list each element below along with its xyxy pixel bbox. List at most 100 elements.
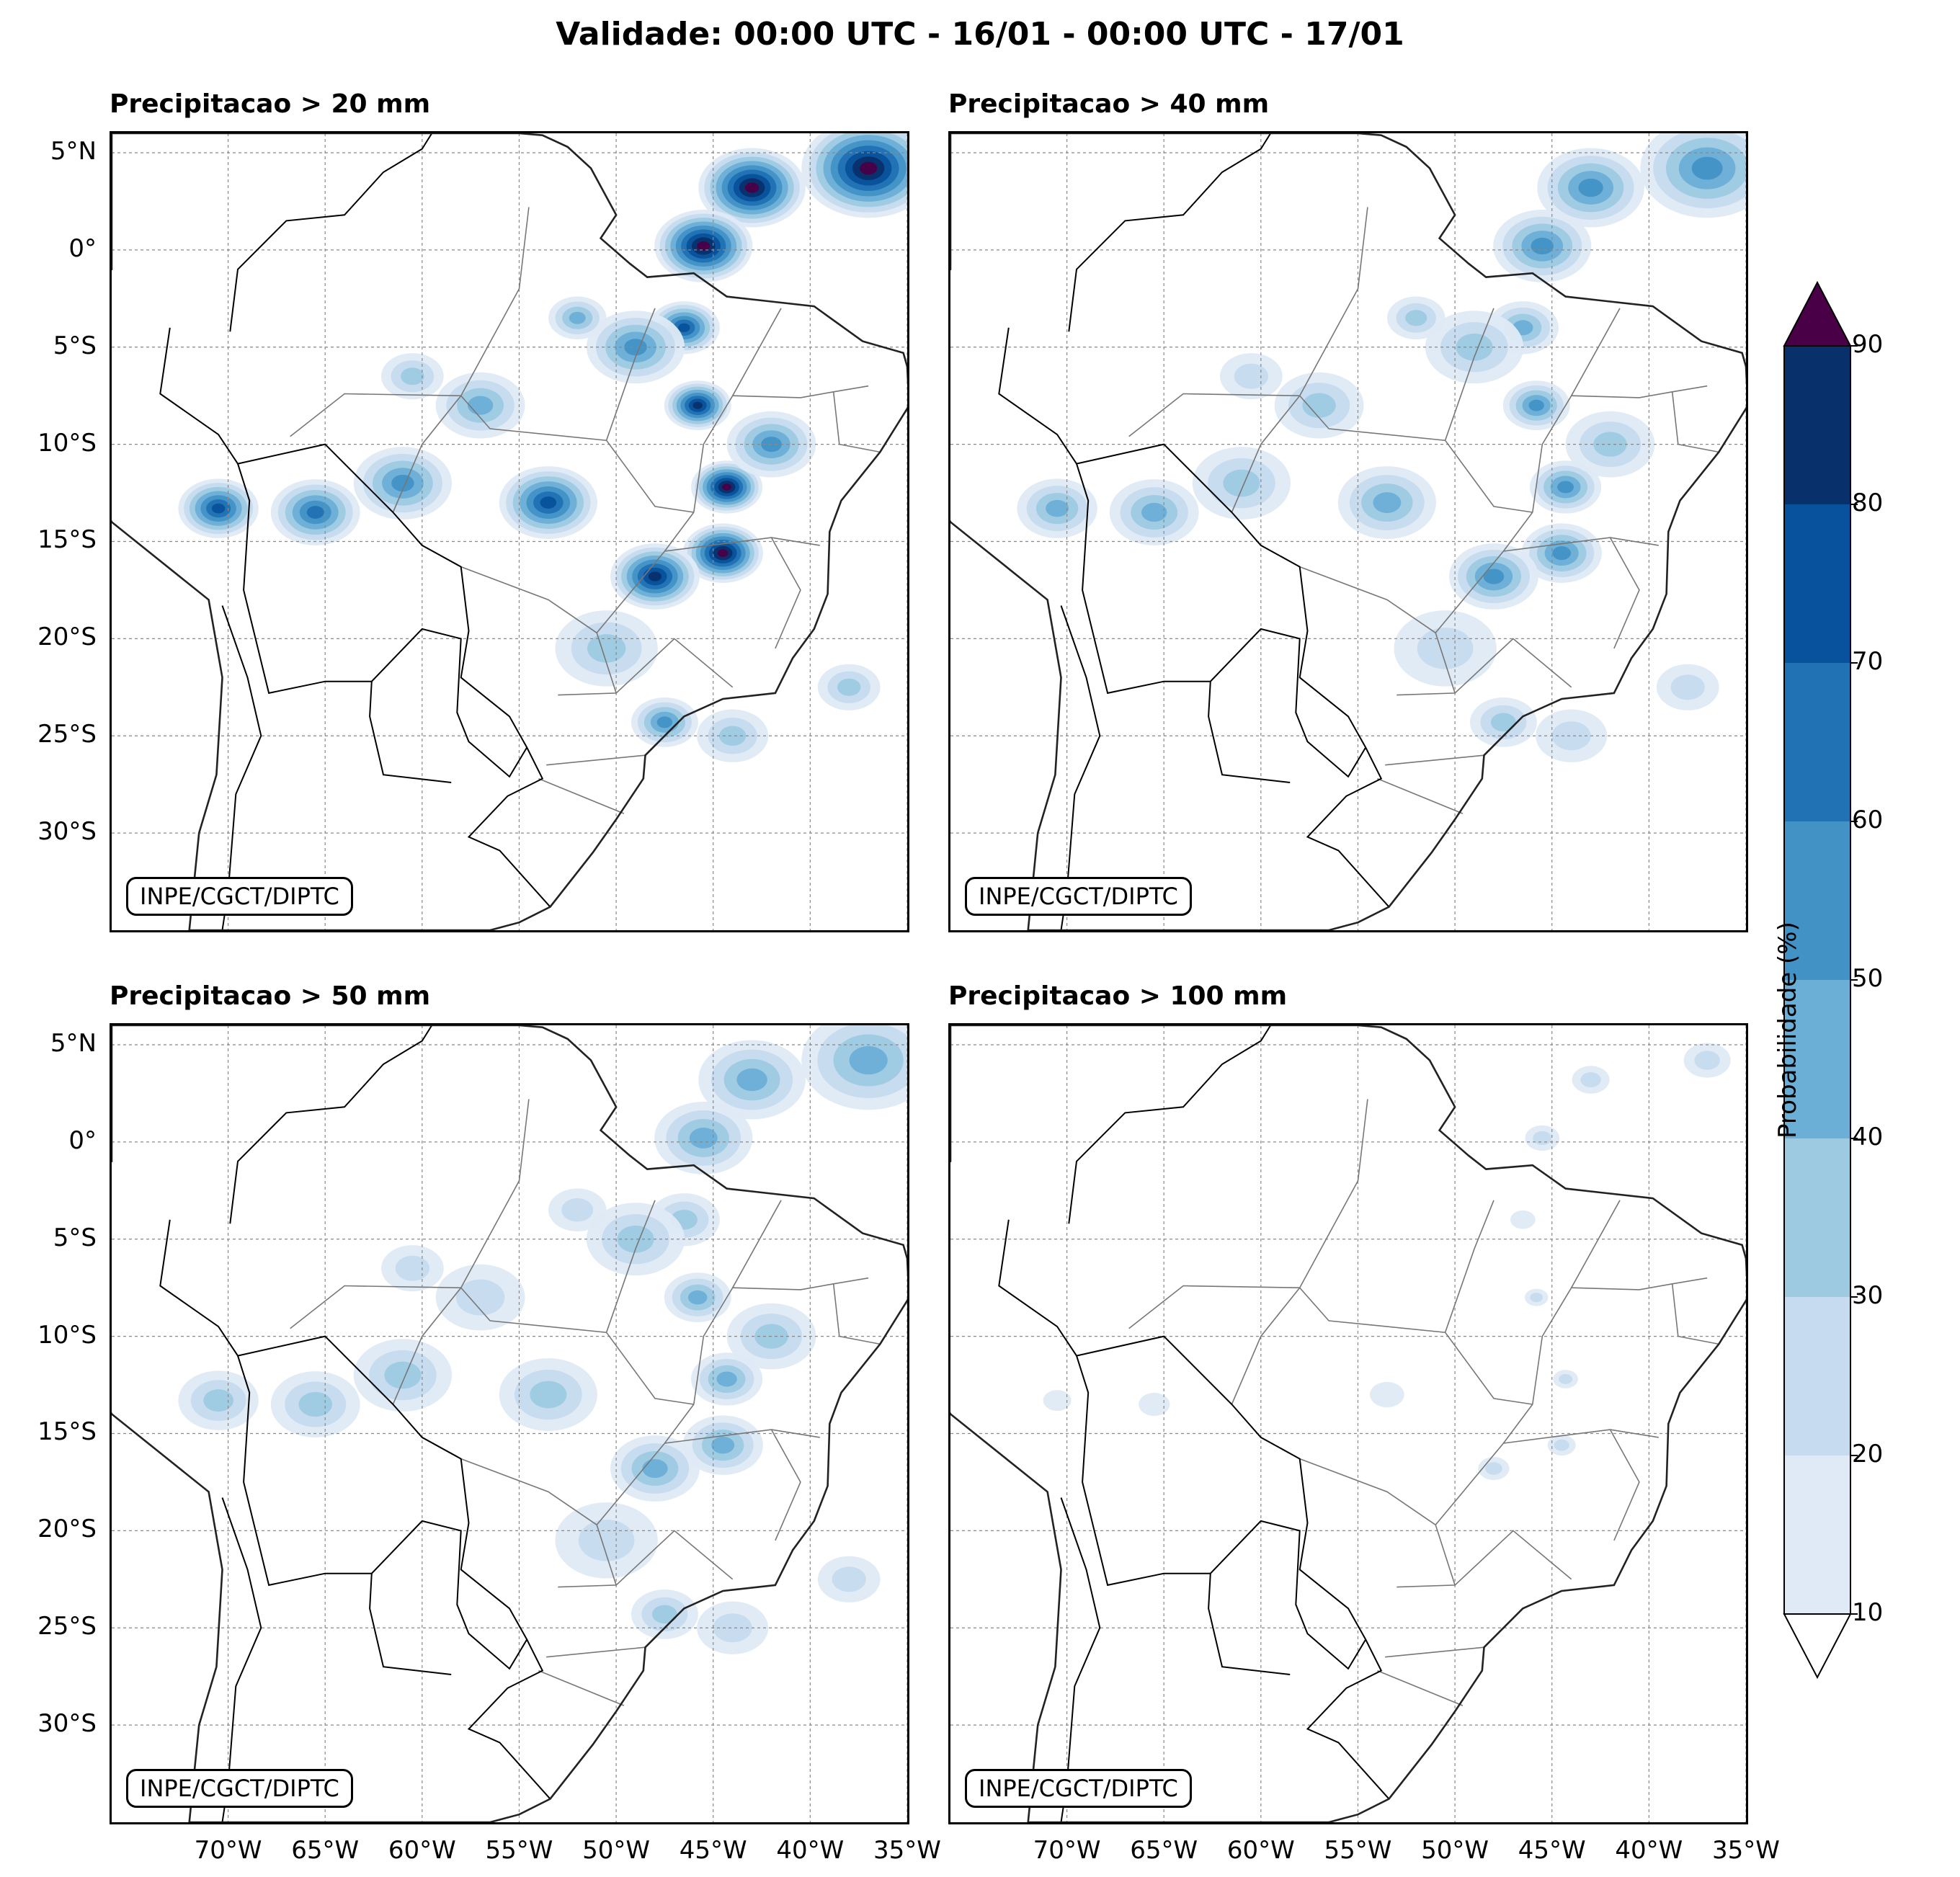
precip-contour <box>689 1128 718 1149</box>
lon-tick-label: 60°W <box>1226 1836 1295 1865</box>
lat-tick-label: 30°S <box>37 1709 97 1739</box>
map-canvas <box>112 1025 907 1822</box>
precip-contour <box>722 483 732 491</box>
precip-contour <box>692 401 703 409</box>
panel-title-40mm: Precipitacao > 40 mm <box>948 89 1270 119</box>
lat-tick-label: 15°S <box>37 1417 97 1447</box>
coastline <box>112 133 907 930</box>
precip-field <box>1017 133 1746 762</box>
precip-contour <box>298 1391 332 1417</box>
lat-tick-label: 0° <box>68 233 97 263</box>
precip-contour <box>1578 178 1603 197</box>
precip-field <box>178 1025 907 1654</box>
precip-contour <box>719 726 747 746</box>
colorbar-tick-label: 50 <box>1852 964 1884 993</box>
lat-tick-label: 20°S <box>37 623 97 652</box>
gridlines <box>112 1025 907 1822</box>
colorbar-tick-label: 10 <box>1852 1598 1884 1627</box>
lat-tick-label: 15°S <box>37 525 97 555</box>
precip-contour <box>1533 1131 1552 1146</box>
precip-contour <box>1483 569 1505 584</box>
lat-tick-label: 10°S <box>37 428 97 458</box>
state-borders <box>1128 207 1719 814</box>
precip-contour <box>697 241 710 251</box>
colorbar-segment <box>1784 1297 1850 1455</box>
lat-tick-label: 0° <box>68 1125 97 1155</box>
coastline <box>950 1025 1746 1822</box>
precip-contour <box>837 678 861 696</box>
precip-contour <box>1557 481 1574 494</box>
precip-contour <box>716 1371 737 1387</box>
colorbar-tick-label: 20 <box>1852 1440 1884 1468</box>
precip-contour <box>1531 237 1554 255</box>
credit-badge: INPE/CGCT/DIPTC <box>965 877 1192 916</box>
precip-contour <box>211 503 226 514</box>
lat-tick-label: 5°N <box>50 136 97 166</box>
map-canvas <box>112 133 907 930</box>
colorbar-tick-label: 80 <box>1852 489 1884 517</box>
credit-badge: INPE/CGCT/DIPTC <box>965 1769 1192 1808</box>
precip-contour <box>832 1566 866 1592</box>
precip-contour <box>1485 1462 1502 1475</box>
precip-contour <box>1302 393 1336 418</box>
precip-contour <box>1141 502 1167 522</box>
precip-contour <box>1223 469 1260 497</box>
precip-contour <box>1694 1051 1720 1070</box>
precip-contour <box>203 1389 233 1412</box>
precip-contour <box>711 1436 735 1454</box>
precip-contour <box>391 474 414 492</box>
lat-tick-label: 25°S <box>37 1612 97 1641</box>
precip-contour <box>395 1255 430 1281</box>
precip-contour <box>384 1361 422 1389</box>
precip-contour <box>1139 1392 1170 1417</box>
panel-title-50mm: Precipitacao > 50 mm <box>110 981 431 1011</box>
panel-title-20mm: Precipitacao > 20 mm <box>110 89 431 119</box>
precip-contour <box>1554 1439 1569 1451</box>
map-panel-20mm: INPE/CGCT/DIPTC <box>110 131 909 932</box>
credit-badge: INPE/CGCT/DIPTC <box>126 877 353 916</box>
lon-tick-label: 65°W <box>1130 1836 1198 1865</box>
lat-tick-label: 5°S <box>53 331 97 360</box>
lon-tick-label: 50°W <box>582 1836 651 1865</box>
precip-contour <box>678 323 690 332</box>
precip-field <box>1043 1043 1731 1481</box>
precip-contour <box>1551 721 1591 751</box>
precip-contour <box>578 1520 635 1561</box>
state-borders <box>290 1099 881 1706</box>
precip-contour <box>1559 1373 1573 1384</box>
colorbar-segment <box>1784 663 1850 821</box>
colorbar-segment <box>1784 821 1850 980</box>
country-borders <box>998 133 1390 930</box>
lat-tick-label: 20°S <box>37 1515 97 1544</box>
precip-contour <box>1043 1390 1072 1412</box>
precip-contour <box>1510 1210 1536 1229</box>
gridlines <box>112 133 907 930</box>
colorbar-segment <box>1784 346 1850 504</box>
precip-contour <box>1370 1381 1404 1408</box>
state-borders <box>1128 1099 1719 1706</box>
lat-tick-label: 10°S <box>37 1320 97 1350</box>
colorbar-graphic <box>1783 280 1858 1680</box>
precip-contour <box>306 506 324 519</box>
lon-tick-label: 60°W <box>388 1836 456 1865</box>
colorbar-tick-label: 70 <box>1852 647 1884 676</box>
precip-contour <box>1234 363 1269 389</box>
figure-title: Validade: 00:00 UTC - 16/01 - 00:00 UTC … <box>556 16 1404 53</box>
credit-badge: INPE/CGCT/DIPTC <box>126 1769 353 1808</box>
state-borders <box>290 207 881 814</box>
lat-tick-label: 5°N <box>50 1028 97 1058</box>
precip-contour <box>656 716 673 728</box>
colorbar-tick-label: 40 <box>1852 1123 1884 1151</box>
lon-tick-label: 70°W <box>1033 1836 1101 1865</box>
lon-tick-label: 35°W <box>873 1836 941 1865</box>
lon-tick-label: 45°W <box>1518 1836 1586 1865</box>
colorbar-extend-max <box>1783 280 1852 347</box>
colorbar-segment <box>1784 504 1850 663</box>
lat-tick-label: 30°S <box>37 817 97 847</box>
precip-contour <box>617 1225 654 1253</box>
precip-contour <box>736 1068 767 1092</box>
precip-contour <box>717 549 729 558</box>
precip-contour <box>1528 399 1544 411</box>
precip-contour <box>401 367 424 385</box>
